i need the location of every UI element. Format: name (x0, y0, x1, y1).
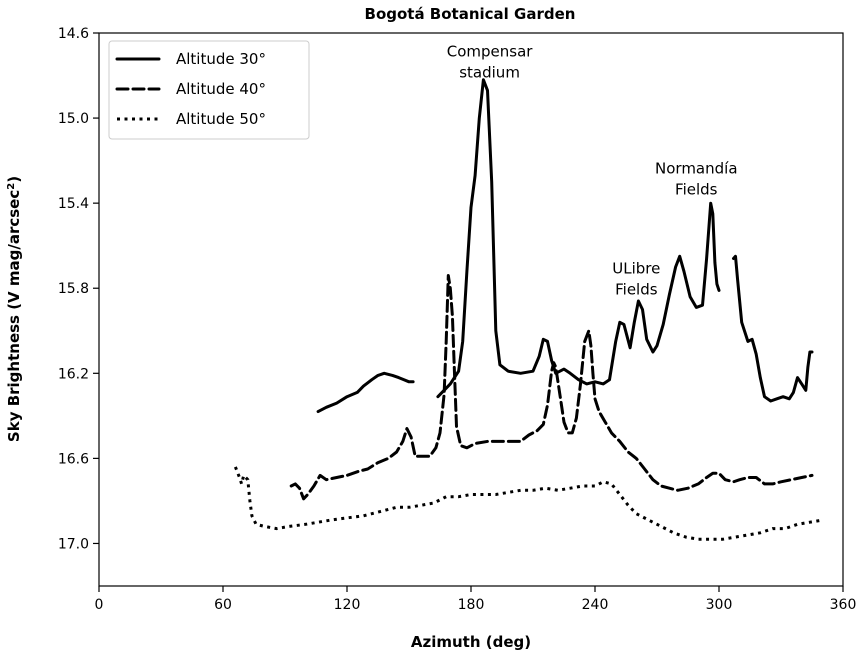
x-tick-label: 300 (706, 597, 733, 613)
y-axis-label-superscript: 2 (6, 183, 17, 190)
series-line-3-segment-1 (234, 466, 823, 541)
y-axis-label: Sky Brightness (V mag/arcsec2) (5, 176, 23, 442)
y-tick-label: 15.8 (58, 281, 89, 297)
annotation-3-line-1: ULibre (612, 259, 660, 277)
y-axis-label-close: ) (5, 176, 23, 183)
y-tick-label: 15.0 (58, 111, 89, 127)
legend-label-3: Altitude 50° (176, 110, 266, 128)
annotation-2-line-2: Fields (675, 180, 718, 198)
x-tick-label: 0 (95, 597, 104, 613)
y-tick-label: 15.4 (58, 196, 89, 212)
y-tick-label: 16.2 (58, 366, 89, 382)
x-tick-label: 60 (214, 597, 232, 613)
y-tick-label: 17.0 (58, 536, 89, 552)
annotations: Compensar stadium Normandía Fields ULibre Fie… (447, 42, 738, 298)
series-line-1-segment-3 (732, 254, 814, 403)
x-axis-label: Azimuth (deg) (411, 633, 531, 651)
annotation-3-line-2: Fields (615, 280, 658, 298)
legend-label-2: Altitude 40° (176, 80, 266, 98)
x-tick-label: 180 (458, 597, 485, 613)
legend-label-1: Altitude 30° (176, 50, 266, 68)
plot-area (234, 78, 823, 541)
annotation-1-line-1: Compensar (447, 42, 534, 60)
legend-box (108, 40, 310, 140)
chart-title: Bogotá Botanical Garden (365, 5, 576, 23)
annotation-2-line-1: Normandía (655, 159, 738, 177)
y-tick-label: 16.6 (58, 451, 89, 467)
legend: Altitude 30° Altitude 40° Altitude 50° (108, 40, 310, 140)
legend-entries: Altitude 30° Altitude 40° Altitude 50° (115, 50, 266, 128)
y-axis-ticks: 14.6 15.0 15.4 15.8 16.2 16.6 17.0 (58, 26, 99, 552)
series-line-1-segment-2 (436, 78, 721, 399)
x-tick-label: 360 (830, 597, 857, 613)
x-axis-ticks: 0 60 120 180 240 300 360 (95, 586, 857, 613)
series-line-1-segment-1 (316, 371, 415, 414)
y-axis-label-main: Sky Brightness (V mag/arcsec (5, 190, 23, 442)
x-tick-label: 120 (334, 597, 361, 613)
x-tick-label: 240 (582, 597, 609, 613)
annotation-1-line-2: stadium (459, 63, 520, 81)
y-tick-label: 14.6 (58, 26, 89, 42)
series-line-2-segment-1 (289, 274, 814, 501)
